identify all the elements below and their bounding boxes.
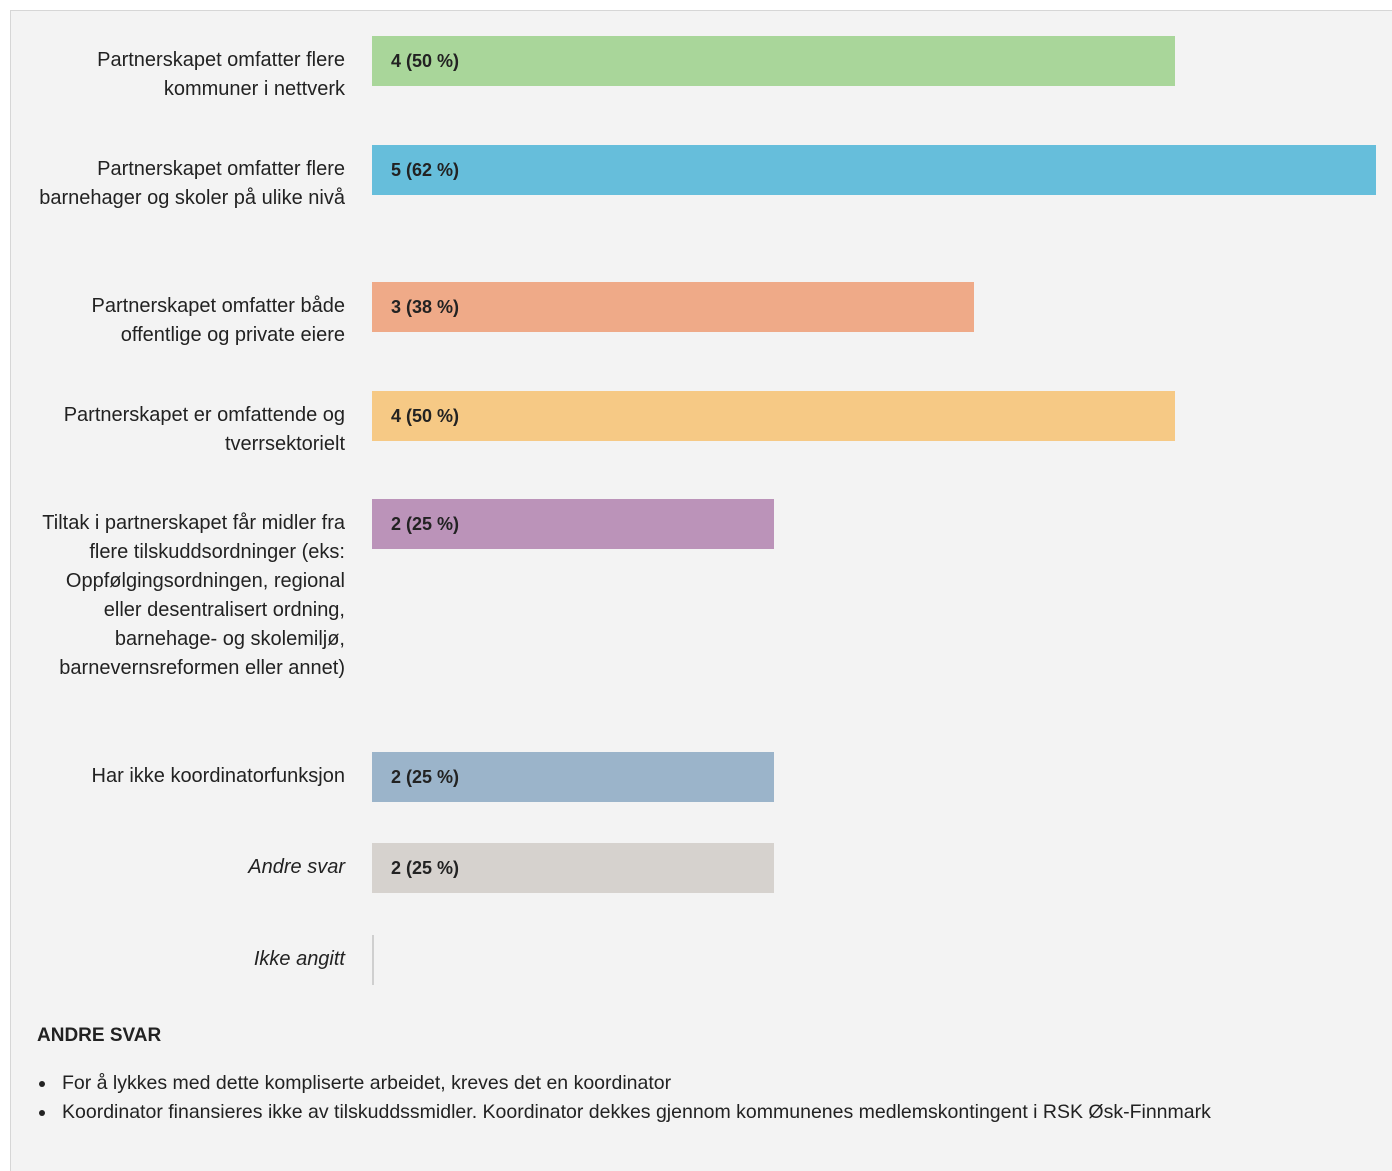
category-label: Partnerskapet omfatter flere kommuner i …: [97, 49, 345, 100]
bar-value-label: 4 (50 %): [391, 51, 460, 71]
bar-value-label: 2 (25 %): [391, 858, 460, 878]
category-label: Partnerskapet omfatter flere barnehager …: [39, 158, 345, 209]
category-label: Partnerskapet er omfattende og tverrsekt…: [63, 404, 345, 455]
bar: [372, 935, 374, 985]
bar-value-label: 2 (25 %): [391, 514, 460, 534]
bar-value-label: 2 (25 %): [391, 767, 460, 787]
bar: [372, 145, 1376, 195]
bar: [372, 752, 774, 802]
bar: [372, 282, 974, 332]
bullet-icon: [39, 1110, 45, 1116]
category-label: Tiltak i partnerskapet får midler fra fl…: [42, 512, 345, 679]
other-answer-text: For å lykkes med dette kompliserte arbei…: [62, 1072, 672, 1094]
category-label: Partnerskapet omfatter både offentlige o…: [91, 295, 345, 346]
category-label: Andre svar: [248, 856, 345, 878]
bar-value-label: 5 (62 %): [391, 160, 460, 180]
bar-value-label: 3 (38 %): [391, 297, 460, 317]
bar: [372, 499, 774, 549]
bar-value-label: 4 (50 %): [391, 406, 460, 426]
chart-panel: Partnerskapet omfatter flere kommuner i …: [10, 10, 1392, 1171]
other-answer-item: Koordinator finansieres ikke av tilskudd…: [37, 1098, 1387, 1127]
other-answer-item: For å lykkes med dette kompliserte arbei…: [37, 1069, 1387, 1098]
other-answer-text: Koordinator finansieres ikke av tilskudd…: [62, 1101, 1211, 1123]
bar: [372, 843, 774, 893]
category-label: Har ikke koordinatorfunksjon: [91, 765, 345, 787]
bullet-icon: [39, 1081, 45, 1087]
other-answers-list: For å lykkes med dette kompliserte arbei…: [37, 1069, 1387, 1127]
other-answers-heading: ANDRE SVAR: [37, 1025, 162, 1046]
bar: [372, 36, 1175, 86]
category-label: Ikke angitt: [253, 948, 345, 970]
bar: [372, 391, 1175, 441]
